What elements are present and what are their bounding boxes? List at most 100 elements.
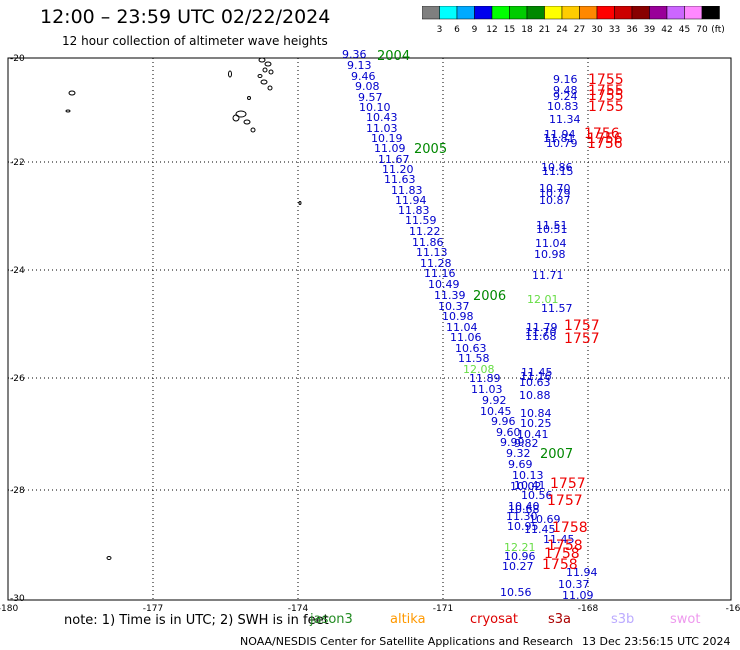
track-time-label: 1757: [550, 476, 586, 492]
track-time-label: 1757: [564, 318, 600, 334]
wave-height-label: 11.89: [469, 372, 501, 385]
wave-height-label: 10.49: [428, 278, 460, 291]
wave-height-label: 11.20: [382, 163, 414, 176]
colorbar-tick-label: 39: [644, 25, 656, 35]
wave-height-label: 10.83: [547, 100, 579, 113]
track-time-label: 1758: [552, 520, 588, 536]
wave-height-label: 10.63: [519, 376, 551, 389]
wave-height-label: 10.40: [508, 500, 540, 513]
wave-height-label: 10.19: [371, 132, 403, 145]
island-outline: [260, 79, 268, 85]
colorbar-tick-label: 27: [574, 25, 585, 35]
wave-height-label: 9.32: [506, 447, 531, 460]
track-time-label: 1756: [584, 126, 620, 142]
wave-height-label: 10.70: [539, 182, 571, 195]
wave-height-label: 9.08: [355, 80, 380, 93]
wave-height-label: 11.81: [543, 132, 575, 145]
wave-height-label: 11.68: [525, 330, 557, 343]
island-outline: [65, 109, 71, 113]
wave-height-label: 10.56: [500, 586, 532, 599]
wave-height-label: 11.83: [398, 204, 430, 217]
satellite-legend-s3a: s3a: [548, 612, 572, 627]
wave-height-label: 11.30: [506, 510, 538, 523]
satellite-legend-s3b: s3b: [611, 612, 635, 627]
x-tick-label: -180: [0, 604, 18, 614]
wave-height-label: 10.41: [517, 428, 549, 441]
island-outline: [262, 67, 268, 73]
wave-height-label: 11.09: [562, 589, 594, 602]
wave-height-label: 11.59: [405, 214, 437, 227]
track-time-label: 1758: [544, 546, 580, 562]
satellite-legend-jason3: jason3: [310, 612, 353, 627]
wave-height-label: 9.60: [496, 426, 521, 439]
footer-timestamp: 13 Dec 23:56:15 UTC 2024: [582, 635, 731, 648]
wave-height-label: 11.79: [526, 321, 558, 334]
wave-height-label: 11.06: [450, 331, 482, 344]
wave-height-label: 12.21: [504, 541, 536, 554]
colorbar-tick-label: 33: [609, 25, 620, 35]
wave-height-label: 9.69: [508, 458, 533, 471]
wave-height-label: 11.39: [434, 289, 466, 302]
x-tick-label: -168: [578, 604, 599, 614]
colorbar-tick-label: 18: [521, 25, 533, 35]
wave-height-label: 11.94: [395, 194, 427, 207]
footer-note: note: 1) Time is in UTC; 2) SWH is in fe…: [64, 613, 329, 628]
wave-height-label: 11.45: [543, 533, 575, 546]
wave-height-label: 9.82: [514, 437, 539, 450]
y-tick-label: -26: [10, 374, 25, 384]
track-time-label: 2007: [540, 447, 573, 462]
wave-height-label: 11.94: [566, 566, 598, 579]
island-outline: [267, 85, 273, 91]
track-time-label: 2006: [473, 289, 506, 304]
satellite-legend-altika: altika: [390, 612, 426, 627]
chart-title: 12:00 – 23:59 UTC 02/22/2024: [40, 6, 331, 28]
wave-height-label: 11.22: [409, 225, 441, 238]
wave-height-label: 11.94: [544, 128, 576, 141]
wave-height-label: 11.45: [521, 366, 553, 379]
wave-height-label: 9.24: [553, 90, 578, 103]
island-outline: [257, 74, 263, 78]
colorbar-tick-label: 42: [661, 25, 672, 35]
wave-height-label: 11.57: [541, 302, 573, 315]
x-tick-label: -16: [726, 604, 740, 614]
track-time-label: 1756: [587, 131, 623, 147]
wave-height-label: 11.34: [549, 113, 581, 126]
wave-height-label: 10.02: [510, 480, 542, 493]
track-time-label: 2004: [377, 49, 410, 64]
wave-height-label: 11.45: [524, 523, 556, 536]
wave-height-label: 10.45: [480, 405, 512, 418]
wave-height-label: 9.96: [491, 415, 516, 428]
wave-height-label: 11.13: [416, 246, 448, 259]
wave-height-label: 10.86: [541, 161, 573, 174]
track-time-label: 1757: [564, 331, 600, 347]
track-time-label: 1758: [547, 538, 583, 554]
y-tick-label: -30: [10, 594, 25, 604]
track-time-label: 1758: [542, 557, 578, 573]
wave-height-label: 11.51: [536, 219, 568, 232]
wave-height-label: 11.15: [542, 165, 574, 178]
chart-subtitle: 12 hour collection of altimeter wave hei…: [62, 34, 328, 48]
wave-height-label: 9.92: [482, 394, 507, 407]
wave-height-label: 9.48: [553, 84, 578, 97]
y-tick-label: -28: [10, 486, 25, 496]
island-outline: [235, 110, 247, 118]
wave-height-label: 11.70: [525, 326, 557, 339]
island-outline: [298, 201, 302, 205]
coastline: [65, 57, 302, 560]
wave-height-label: 11.58: [458, 352, 490, 365]
wave-height-label: 10.63: [455, 342, 487, 355]
colorbar-tick-label: 21: [539, 25, 550, 35]
wave-height-label: 9.16: [553, 73, 578, 86]
wave-height-label: 9.36: [342, 48, 367, 61]
wave-height-label: 10.68: [508, 503, 540, 516]
track-time-label: 1755: [588, 83, 624, 99]
island-outline: [243, 119, 251, 125]
wave-height-label: 9.46: [351, 70, 376, 83]
wave-height-label: 10.69: [529, 513, 561, 526]
wave-height-label: 11.09: [374, 142, 406, 155]
wave-height-label: 11.04: [535, 237, 567, 250]
wave-height-label: 11.63: [384, 173, 416, 186]
island-outline: [106, 556, 112, 560]
colorbar-tick-label: 15: [504, 25, 515, 35]
wave-height-label: 11.67: [378, 153, 410, 166]
